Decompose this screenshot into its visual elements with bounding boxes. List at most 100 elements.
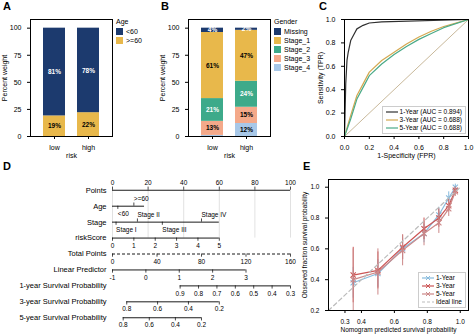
svg-text:risk: risk [66, 152, 77, 159]
svg-text:0.4: 0.4 [357, 318, 366, 325]
svg-text:0.8: 0.8 [326, 39, 336, 46]
svg-text:3: 3 [175, 242, 179, 249]
svg-text:81%: 81% [48, 68, 61, 75]
svg-text:75: 75 [14, 51, 22, 58]
svg-text:Stage III: Stage III [162, 226, 186, 234]
svg-text:0.4: 0.4 [389, 144, 399, 151]
svg-text:2: 2 [153, 242, 157, 249]
svg-text:1: 1 [177, 274, 181, 281]
svg-text:80: 80 [251, 179, 259, 186]
svg-text:40: 40 [180, 179, 188, 186]
svg-text:0.3: 0.3 [340, 318, 349, 325]
svg-text:Stage: Stage [87, 218, 107, 227]
svg-text:0.2: 0.2 [364, 144, 374, 151]
svg-text:0.8: 0.8 [439, 144, 449, 151]
svg-text:0: 0 [144, 274, 148, 281]
svg-text:Stage I: Stage I [116, 226, 137, 234]
svg-text:0.6: 0.6 [326, 63, 336, 70]
svg-text:Linear Predictor: Linear Predictor [54, 265, 107, 274]
svg-text:13%: 13% [206, 124, 219, 131]
svg-text:low: low [49, 144, 60, 151]
svg-text:75: 75 [172, 51, 180, 58]
svg-text:0.2: 0.2 [215, 305, 224, 312]
svg-text:2: 2 [211, 274, 215, 281]
svg-text:0.8: 0.8 [122, 305, 131, 312]
svg-text:1.0: 1.0 [310, 183, 319, 190]
svg-text:0.3: 0.3 [286, 289, 295, 296]
svg-text:low: low [207, 144, 218, 151]
svg-text:0.0: 0.0 [340, 144, 350, 151]
svg-text:0.6: 0.6 [231, 289, 240, 296]
svg-text:0.8: 0.8 [423, 318, 432, 325]
svg-text:1.0: 1.0 [464, 144, 474, 151]
svg-text:risk: risk [224, 152, 235, 159]
svg-text:47%: 47% [240, 52, 253, 59]
svg-text:0.6: 0.6 [390, 318, 399, 325]
svg-text:0: 0 [111, 258, 115, 265]
svg-text:>=60: >=60 [134, 195, 149, 202]
svg-text:4: 4 [196, 242, 200, 249]
svg-text:-1: -1 [110, 274, 116, 281]
svg-text:0.2: 0.2 [197, 321, 206, 328]
svg-text:Age: Age [93, 202, 106, 211]
svg-text:3-year Survival Probability: 3-year Survival Probability [19, 297, 106, 306]
svg-text:5: 5 [217, 242, 221, 249]
svg-text:5-year Survival Probability: 5-year Survival Probability [19, 313, 106, 322]
svg-text:<60: <60 [118, 210, 129, 217]
svg-text:1.0: 1.0 [456, 318, 465, 325]
svg-text:0.6: 0.6 [145, 321, 154, 328]
svg-text:Stage IV: Stage IV [202, 211, 228, 219]
svg-text:78%: 78% [82, 66, 95, 73]
svg-text:Stage II: Stage II [137, 211, 160, 219]
svg-text:50: 50 [172, 79, 180, 86]
svg-text:Percent weight: Percent weight [1, 55, 9, 101]
svg-text:20: 20 [144, 179, 152, 186]
svg-text:Total Points: Total Points [68, 249, 107, 258]
svg-text:2%: 2% [242, 25, 252, 32]
svg-text:1: 1 [132, 242, 136, 249]
svg-text:120: 120 [241, 258, 252, 265]
svg-text:0.5: 0.5 [249, 289, 258, 296]
svg-text:0.0: 0.0 [326, 133, 336, 140]
svg-text:Observed fraction survival pro: Observed fraction survival probability [301, 191, 309, 298]
svg-text:4%: 4% [208, 26, 218, 33]
svg-text:100: 100 [10, 24, 22, 31]
svg-text:1-year Survival Probability: 1-year Survival Probability [19, 281, 106, 290]
svg-text:15%: 15% [240, 111, 253, 118]
svg-text:12%: 12% [240, 126, 253, 133]
svg-text:high: high [82, 144, 95, 152]
svg-text:0.2: 0.2 [326, 109, 336, 116]
svg-text:0.4: 0.4 [268, 289, 277, 296]
svg-text:40: 40 [153, 258, 161, 265]
svg-text:3: 3 [244, 274, 248, 281]
svg-text:19%: 19% [48, 122, 61, 129]
svg-text:0.4: 0.4 [326, 86, 336, 93]
svg-text:high: high [240, 144, 253, 152]
svg-text:0: 0 [111, 242, 115, 249]
svg-text:0.9: 0.9 [176, 289, 185, 296]
svg-text:25: 25 [172, 106, 180, 113]
svg-text:0.7: 0.7 [212, 289, 221, 296]
svg-text:22%: 22% [82, 121, 95, 128]
svg-text:riskScore: riskScore [75, 233, 106, 242]
svg-text:0.8: 0.8 [310, 214, 319, 221]
svg-text:Percent weight: Percent weight [159, 55, 167, 101]
svg-text:0: 0 [18, 133, 22, 140]
svg-text:60: 60 [216, 179, 224, 186]
svg-text:Nomogram predicted survival pr: Nomogram predicted survival probability [341, 326, 458, 334]
svg-text:21%: 21% [206, 106, 219, 113]
svg-text:0.6: 0.6 [310, 245, 319, 252]
svg-text:0.4: 0.4 [184, 305, 193, 312]
svg-text:0: 0 [176, 133, 180, 140]
svg-text:0.4: 0.4 [310, 276, 319, 283]
svg-text:1-Specificity (FPR): 1-Specificity (FPR) [377, 152, 435, 160]
svg-text:0.8: 0.8 [119, 321, 128, 328]
svg-text:Points: Points [86, 186, 107, 195]
svg-text:0.6: 0.6 [153, 305, 162, 312]
svg-text:160: 160 [285, 258, 296, 265]
svg-text:80: 80 [198, 258, 206, 265]
svg-text:0.8: 0.8 [194, 289, 203, 296]
svg-text:24%: 24% [240, 90, 253, 97]
svg-text:50: 50 [14, 79, 22, 86]
svg-text:0: 0 [111, 179, 115, 186]
